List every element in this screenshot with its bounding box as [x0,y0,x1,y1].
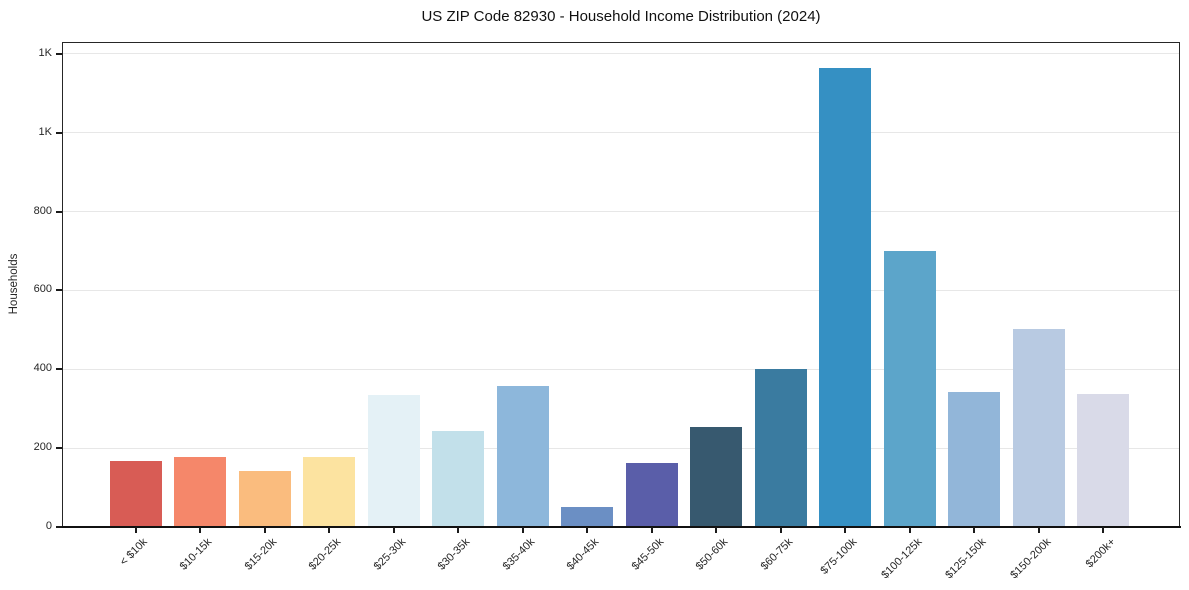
x-tick-mark [328,527,330,533]
y-tick-label: 800 [33,204,52,217]
x-tick-mark [199,527,201,533]
y-tick-mark [56,289,62,292]
plot-area [62,42,1180,527]
x-tick-mark [457,527,459,533]
y-tick-mark [56,52,62,55]
x-tick-mark [973,527,975,533]
bar-75-100k [819,67,871,527]
y-tick-label: 0 [45,520,52,532]
x-tick-label: $35-40k [500,536,537,573]
x-tick-label: $25-30k [371,536,408,573]
bar-15-20k [238,470,291,527]
x-tick-label: $100-125k [878,536,924,582]
x-tick-label: $60-75k [758,536,795,573]
x-tick-mark [521,527,524,533]
x-tick-mark [908,527,911,533]
plot-border-right [1179,42,1180,527]
bar-100-125k [883,250,936,527]
gridline [62,53,1180,55]
x-tick-label: $45-50k [629,536,666,573]
y-tick-mark [56,526,62,528]
x-tick-label: $20-25k [306,536,344,573]
y-tick-mark [56,210,62,213]
bar-35-40k [496,386,549,527]
x-tick-label: < $10k [117,536,150,569]
x-tick-label: $200k+ [1083,536,1118,571]
y-tick-label: 600 [33,283,52,296]
y-tick-mark [56,447,62,450]
bar-60-75k [754,369,807,527]
bar-40-45k [561,507,613,527]
bar-10-15k [174,456,226,527]
y-tick-label: 1K [38,125,52,138]
gridline [62,132,1180,134]
x-tick-mark [715,527,717,533]
y-axis-line [62,42,63,527]
x-tick-label: $15-20k [242,536,279,573]
bar-10k [109,461,162,527]
x-tick-label: $50-60k [693,536,731,573]
chart-title: US ZIP Code 82930 - Household Income Dis… [421,8,821,25]
x-tick-mark [263,527,266,533]
gridline [62,447,1180,449]
plot-border-top [62,42,1180,43]
x-tick-mark [844,527,846,533]
x-tick-mark [586,527,588,533]
x-tick-mark [650,527,653,533]
gridline [62,368,1180,370]
gridline [62,289,1180,291]
x-tick-label: $30-35k [435,536,473,573]
x-tick-mark [1102,527,1104,533]
y-tick-label: 1K [38,46,52,59]
x-tick-label: $150-200k [1007,536,1053,582]
x-axis-line [61,526,1181,528]
x-tick-label: $125-150k [943,536,989,582]
bar-25-30k [367,394,420,527]
x-tick-mark [1037,527,1040,533]
bar-30-35k [432,431,484,527]
bar-125-150k [948,391,1000,527]
x-tick-label: $75-100k [818,536,860,577]
gridline [62,211,1180,213]
y-tick-mark [56,131,62,134]
bar-45-50k [625,462,678,527]
y-tick-label: 200 [33,441,52,454]
y-tick-label: 400 [33,362,52,375]
x-tick-mark [134,527,137,533]
x-tick-label: $40-45k [564,536,602,573]
bar-50-60k [690,426,742,527]
y-tick-mark [56,368,62,371]
x-tick-mark [779,527,782,533]
x-tick-label: $10-15k [177,536,215,573]
bar-20-25k [303,457,355,527]
bar-150-200k [1012,329,1065,527]
bar-200k [1077,393,1129,527]
x-tick-mark [392,527,395,533]
